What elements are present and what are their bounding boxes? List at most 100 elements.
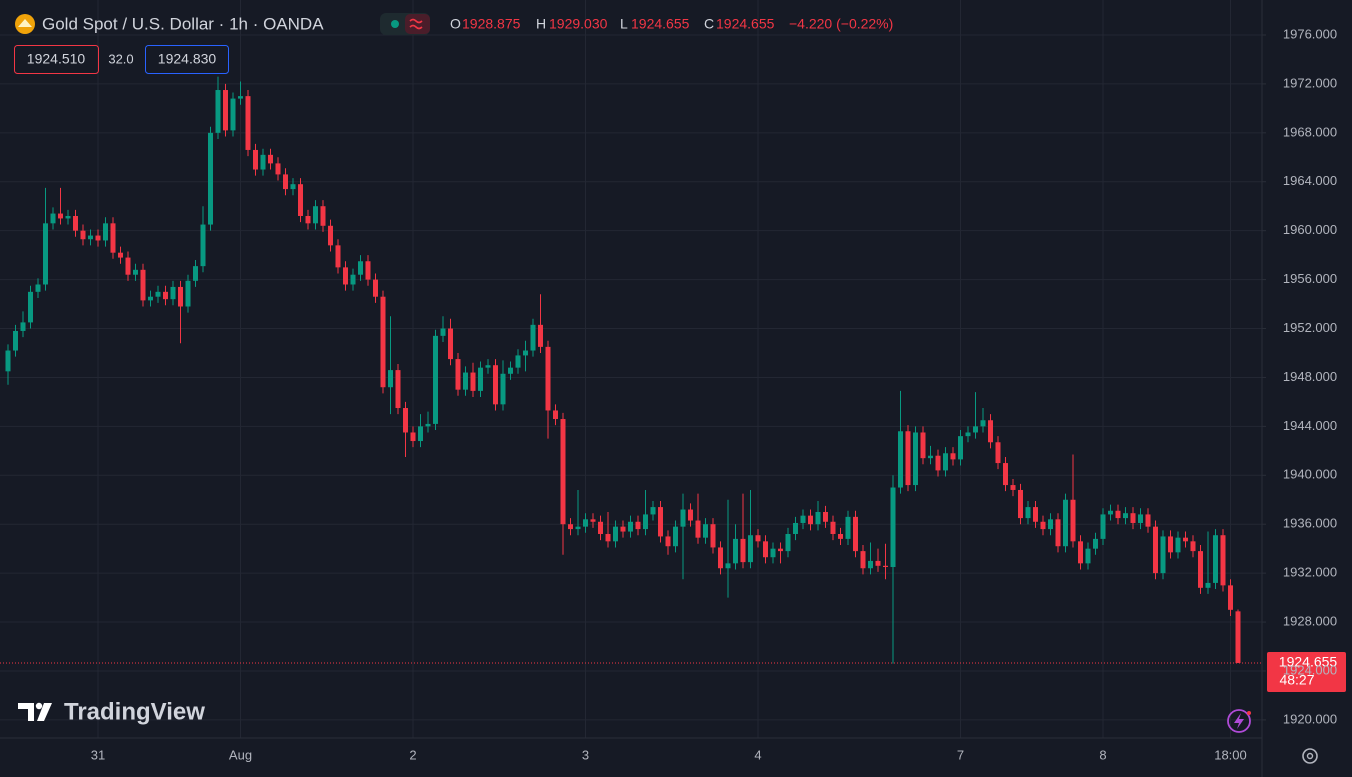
candle-body: [328, 225, 333, 246]
candle-body: [980, 420, 986, 427]
candle-body: [695, 520, 701, 538]
candle-body: [268, 154, 273, 164]
candle-body: [418, 426, 423, 442]
candle-body: [305, 215, 311, 224]
candle-body: [673, 526, 678, 547]
candle-body: [313, 206, 318, 224]
candle-body: [1153, 526, 1158, 574]
candle-body: [200, 224, 206, 267]
candle-body: [658, 507, 663, 537]
sell-button[interactable]: [14, 45, 99, 74]
candle-body: [463, 372, 468, 390]
ohlc-key: L: [620, 16, 628, 32]
bolt-icon[interactable]: [1227, 709, 1251, 733]
candle-body: [1123, 513, 1128, 519]
candle-body: [935, 455, 941, 471]
candle-body: [388, 370, 393, 388]
ohlc-value: 1924.655: [716, 16, 775, 32]
settings-icon[interactable]: [1302, 748, 1318, 764]
candle-body: [230, 98, 236, 131]
candle-body: [845, 516, 851, 539]
buy-price[interactable]: 1924.830: [158, 51, 217, 67]
candle-body: [1010, 485, 1016, 490]
x-tick-label: 2: [409, 747, 416, 762]
candle-body: [710, 524, 716, 548]
candle-body: [950, 453, 956, 460]
candle-body: [5, 350, 11, 372]
logo-text[interactable]: TradingView: [64, 698, 205, 725]
last-price-box: [1267, 651, 1346, 692]
candle-body: [740, 538, 746, 563]
candle-body: [665, 536, 671, 547]
y-tick-label: 1952.000: [1283, 320, 1337, 335]
last-price-tag: 1924.655 48:27: [1267, 651, 1346, 692]
candle-body: [823, 511, 828, 522]
candle-body: [13, 330, 18, 351]
candle-body: [688, 509, 693, 521]
candle-body: [1100, 514, 1106, 539]
bolt-glyph: [1234, 713, 1244, 729]
candle-body: [433, 335, 438, 424]
ohlc-value: 1924.655: [631, 16, 690, 32]
y-tick-label: 1960.000: [1283, 222, 1337, 237]
candle-body: [1040, 521, 1046, 530]
candle-body: [883, 565, 888, 568]
candle-body: [1025, 507, 1031, 519]
candle-body: [140, 269, 146, 301]
y-tick-label: 1976.000: [1283, 26, 1337, 41]
candle-body: [350, 274, 356, 285]
candle-body: [425, 423, 431, 427]
candle-body: [680, 509, 686, 527]
y-tick-label: 1948.000: [1283, 369, 1337, 384]
candle-body: [133, 269, 138, 275]
y-tick-label: 1956.000: [1283, 271, 1337, 286]
candle-body: [650, 507, 656, 515]
candle-body: [358, 261, 363, 275]
candle-body: [643, 514, 648, 530]
candle-body: [335, 245, 341, 268]
candle-body: [290, 184, 296, 190]
candle-body: [148, 296, 153, 301]
candle-body: [898, 431, 903, 488]
candle-body: [853, 516, 858, 552]
sell-price[interactable]: 1924.510: [27, 51, 86, 67]
candle-body: [538, 324, 543, 347]
candle-body: [800, 515, 806, 523]
ohlc-value: 1928.875: [462, 16, 521, 32]
ohlc-key: O: [450, 16, 461, 32]
candle-body: [403, 408, 408, 433]
candle-body: [763, 541, 768, 558]
candle-body: [1168, 536, 1173, 553]
y-tick-label: 1968.000: [1283, 124, 1337, 139]
candle-body: [718, 547, 723, 569]
candle-body: [1198, 551, 1203, 588]
logo-dot: [35, 702, 43, 710]
logo-icon: [18, 703, 52, 721]
buy-button[interactable]: [145, 45, 229, 74]
x-tick-label: 3: [582, 747, 589, 762]
candle-body: [875, 560, 881, 566]
candle-body: [298, 184, 303, 216]
candle-body: [890, 487, 896, 568]
candle-body: [125, 257, 131, 275]
candle-body: [1190, 541, 1196, 552]
candle-body: [283, 174, 288, 190]
candle-body: [628, 521, 633, 532]
candle-body: [860, 551, 866, 569]
y-tick-label: 1972.000: [1283, 75, 1337, 90]
symbol-title[interactable]: Gold Spot / U.S. Dollar · 1h · OANDA: [42, 14, 324, 33]
candle-body: [1055, 519, 1061, 547]
y-tick-label: 1928.000: [1283, 613, 1337, 628]
candle-body: [995, 442, 1001, 464]
candle-body: [635, 521, 641, 530]
y-tick-label: 1924.000: [1283, 662, 1337, 677]
candle-body: [170, 286, 176, 300]
ohlc-key: C: [704, 16, 714, 32]
candle-body: [560, 419, 566, 525]
candle-body: [703, 524, 708, 538]
candle-body: [1070, 499, 1076, 542]
spread: 32.0: [108, 51, 133, 66]
candle-body: [620, 526, 626, 532]
candle-body: [988, 420, 993, 443]
